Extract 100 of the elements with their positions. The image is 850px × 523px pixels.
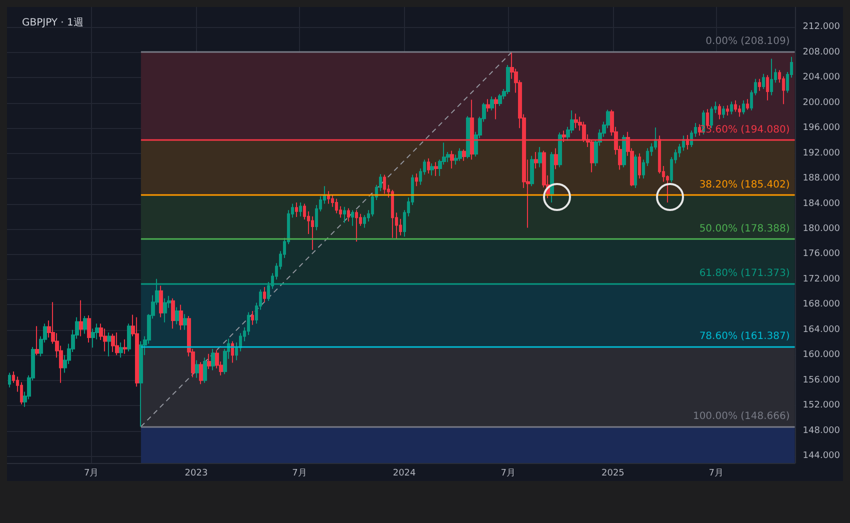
candlestick xyxy=(79,300,83,337)
candlestick xyxy=(327,190,330,204)
candlestick xyxy=(295,202,298,218)
candlestick xyxy=(638,152,641,180)
x-tick-label: 7月 xyxy=(500,468,516,478)
x-tick-label: 7月 xyxy=(84,468,99,478)
y-tick-label: 156.000 xyxy=(802,375,840,386)
y-tick-label: 212.000 xyxy=(802,22,840,32)
candlestick xyxy=(87,314,91,344)
candlestick xyxy=(343,206,346,224)
x-tick-label: 2025 xyxy=(601,468,624,478)
y-tick-label: 172.000 xyxy=(802,274,840,284)
candlestick xyxy=(163,298,167,323)
candlestick xyxy=(738,104,741,118)
y-tick-label: 144.000 xyxy=(802,451,840,462)
x-tick-label: 7月 xyxy=(292,468,307,478)
candlestick xyxy=(159,285,163,318)
candlestick xyxy=(199,362,203,385)
candlestick xyxy=(179,304,183,330)
ref-line-label: 50.00% (178.388) xyxy=(699,224,790,235)
candlestick xyxy=(235,342,238,361)
candlestick xyxy=(311,216,314,250)
ref-line-label: 100.00% (148.666) xyxy=(692,411,790,422)
candlestick xyxy=(538,146,542,168)
candlestick xyxy=(203,357,207,384)
candlestick xyxy=(135,316,139,388)
candlestick xyxy=(211,348,215,371)
y-tick-label: 204.000 xyxy=(802,72,840,83)
y-tick-label: 180.000 xyxy=(802,224,840,234)
candlestick xyxy=(622,134,626,168)
text: GBPJPY · 1週 xyxy=(22,18,84,28)
candlestick xyxy=(458,148,462,162)
candlestick xyxy=(427,158,430,174)
candlestick xyxy=(123,338,127,354)
candlestick xyxy=(430,162,434,176)
x-tick-label: 2023 xyxy=(184,468,208,478)
candlestick xyxy=(758,78,761,92)
candlestick xyxy=(175,306,179,325)
y-tick-label: 208.000 xyxy=(802,47,840,58)
candlestick xyxy=(722,106,725,119)
candlestick xyxy=(762,73,765,90)
candlestick xyxy=(718,104,721,120)
candlestick xyxy=(335,198,338,214)
y-tick-label: 176.000 xyxy=(802,249,840,260)
y-tick-label: 200.000 xyxy=(802,98,840,108)
candlestick xyxy=(8,372,11,388)
candlestick xyxy=(355,210,358,242)
candlestick xyxy=(111,333,115,352)
candlestick xyxy=(466,116,470,159)
candlestick xyxy=(534,152,538,169)
y-tick-label: 196.000 xyxy=(802,123,840,134)
y-tick-label: 164.000 xyxy=(802,324,840,335)
candlestick xyxy=(115,332,119,356)
y-tick-label: 160.000 xyxy=(802,350,840,360)
candlestick xyxy=(730,101,733,115)
candlestick xyxy=(195,360,199,378)
y-tick-label: 188.000 xyxy=(802,174,840,184)
candlestick xyxy=(742,100,745,115)
candlestick xyxy=(263,286,266,303)
y-tick-label: 152.000 xyxy=(802,400,840,411)
ref-line-label: 38.20% (185.402) xyxy=(699,179,790,190)
candlestick xyxy=(634,154,637,189)
candlestick xyxy=(183,314,187,330)
candlestick xyxy=(35,326,39,356)
candlestick xyxy=(391,189,394,238)
candlestick xyxy=(207,353,211,370)
candlestick xyxy=(127,323,131,352)
candlestick xyxy=(462,149,466,162)
candlestick xyxy=(351,210,354,226)
y-tick-label: 184.000 xyxy=(802,198,840,209)
candlestick xyxy=(251,310,254,326)
candlestick xyxy=(558,132,562,168)
candlestick xyxy=(415,173,418,187)
candlestick xyxy=(770,58,773,96)
candlestick xyxy=(726,104,729,116)
candlestick xyxy=(506,64,510,95)
candlestick xyxy=(347,208,350,222)
ref-line-label: 0.00% (208.109) xyxy=(706,36,790,48)
candlestick xyxy=(83,316,87,334)
candlestick xyxy=(746,98,749,110)
candlestick xyxy=(550,152,554,204)
y-tick-label: 148.000 xyxy=(802,426,840,436)
candlestick xyxy=(107,332,111,357)
y-tick-label: 192.000 xyxy=(802,148,840,158)
candlestick xyxy=(486,98,490,112)
candlestick xyxy=(554,148,558,170)
ref-line-label: 61.80% (171.373) xyxy=(699,268,790,279)
candlestick xyxy=(383,174,386,194)
candlestick xyxy=(734,100,737,112)
ref-line-label: 78.60% (161.387) xyxy=(699,330,790,342)
candlestick xyxy=(434,162,438,177)
x-tick-label: 2024 xyxy=(392,468,416,478)
candlestick xyxy=(119,342,123,358)
candlestick xyxy=(171,298,175,330)
candlestick xyxy=(494,96,498,120)
y-tick-label: 168.000 xyxy=(802,300,840,310)
candlestick xyxy=(530,155,534,187)
candlestick xyxy=(299,202,302,217)
candlestick xyxy=(490,96,494,111)
candlestick xyxy=(766,74,769,101)
